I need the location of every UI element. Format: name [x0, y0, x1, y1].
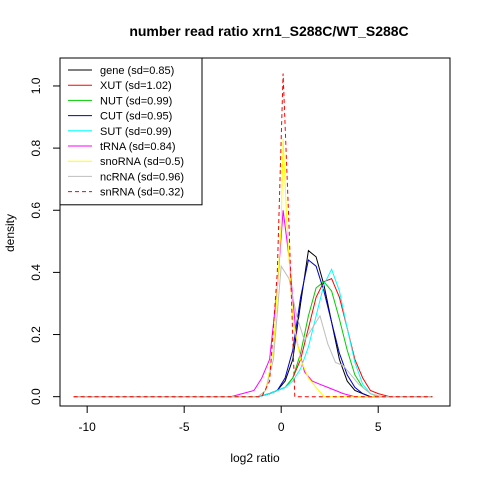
series-line-3	[73, 259, 433, 398]
y-axis: 0.0 0.2 0.4 0.6 0.8 1.0	[29, 77, 61, 405]
x-tick-label: -10	[78, 420, 96, 434]
y-tick-label: 0.8	[29, 139, 43, 156]
x-tick-label: 0	[278, 420, 285, 434]
y-axis-label: density	[3, 214, 17, 252]
series-line-4	[73, 268, 433, 398]
series-line-0	[73, 249, 433, 398]
series-line-1	[73, 277, 433, 398]
series-line-2	[73, 281, 433, 398]
series-line-5	[73, 210, 433, 398]
y-tick-label: 0.6	[29, 202, 43, 219]
x-tick-label: -5	[179, 420, 190, 434]
legend-label: XUT (sd=1.02)	[100, 80, 172, 92]
chart-title: number read ratio xrn1_S288C/WT_S288C	[129, 23, 408, 39]
y-tick-label: 0.2	[29, 326, 43, 343]
series-layer	[73, 73, 433, 398]
y-tick-label: 1.0	[29, 77, 43, 94]
legend-label: gene (sd=0.85)	[100, 65, 174, 77]
x-axis: -10 -5 0 5	[78, 405, 382, 434]
plot-frame	[59, 57, 451, 407]
series-line-7	[73, 264, 433, 398]
series-line-8	[73, 73, 433, 398]
legend-label: CUT (sd=0.95)	[100, 111, 172, 123]
legend-box	[59, 57, 203, 206]
y-tick-label: 0.0	[29, 388, 43, 405]
legend: gene (sd=0.85) XUT (sd=1.02) NUT (sd=0.99)…	[59, 57, 203, 206]
legend-label: SUT (sd=0.99)	[100, 126, 172, 138]
y-tick-label: 0.4	[29, 264, 43, 281]
legend-label: NUT (sd=0.99)	[100, 95, 172, 107]
legend-label: ncRNA (sd=0.96)	[100, 171, 184, 183]
x-tick-label: 5	[375, 420, 382, 434]
x-axis-label: log2 ratio	[230, 451, 280, 465]
legend-label: snRNA (sd=0.32)	[100, 187, 184, 199]
legend-label: snoRNA (sd=0.5)	[100, 156, 184, 168]
legend-label: tRNA (sd=0.84)	[100, 141, 176, 153]
